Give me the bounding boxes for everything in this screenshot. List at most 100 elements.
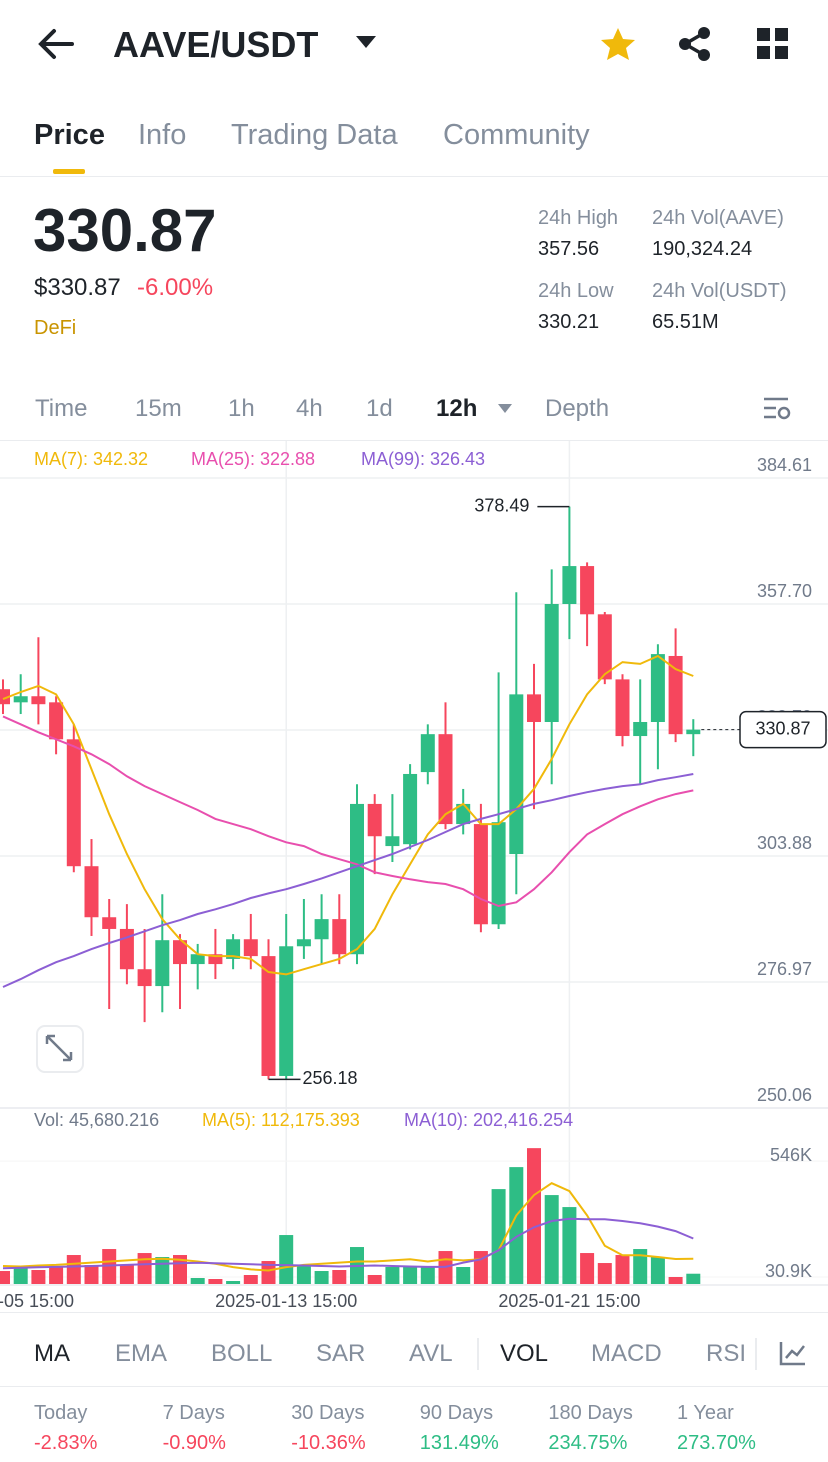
candle-body (580, 566, 595, 615)
indicator-settings[interactable] (779, 1340, 807, 1366)
y-tick-label: 30.9K (765, 1261, 812, 1281)
volume-bar (296, 1265, 311, 1284)
indicator[interactable]: BOLL (211, 1340, 273, 1367)
interval-active[interactable]: 12h (436, 395, 478, 422)
volume-ma-line (2, 1217, 694, 1270)
y-tick-label: 250.06 (757, 1085, 812, 1105)
stat-label: 24h Vol(AAVE) (652, 207, 784, 229)
y-tick-label: 546K (770, 1145, 812, 1165)
period-label: 7 Days (162, 1402, 225, 1424)
volume-bar (562, 1207, 577, 1284)
volume-bar (403, 1267, 418, 1284)
interval-dropdown[interactable] (498, 404, 512, 413)
candle-body (173, 940, 187, 965)
indicator[interactable]: AVL (409, 1340, 453, 1367)
interval[interactable]: Time (35, 395, 88, 422)
y-tick-label: 384.61 (757, 455, 812, 475)
candle-body (332, 919, 347, 955)
candle-body (473, 824, 488, 925)
tab-active[interactable]: Price (34, 119, 105, 151)
last-price: 330.87 (33, 197, 217, 264)
stat-value: 357.56 (538, 238, 600, 260)
candle-body (420, 734, 435, 773)
indicator[interactable]: RSI (706, 1340, 747, 1367)
interval[interactable]: 4h (296, 395, 323, 422)
volume-ma-legend: MA(10): 202,416.254 (404, 1110, 573, 1130)
indicator-active[interactable]: MA (34, 1340, 70, 1367)
usd-price: $330.87 (34, 274, 121, 301)
share-button[interactable] (677, 26, 713, 62)
interval[interactable]: Depth (545, 395, 610, 422)
candle-body (438, 734, 453, 825)
y-tick-label: 357.70 (757, 581, 812, 601)
candle-body (279, 946, 294, 1076)
period-label: 90 Days (419, 1402, 494, 1424)
period-change: -2.83% (34, 1432, 98, 1454)
expand-icon (45, 1034, 73, 1062)
favorite-star[interactable] (600, 26, 636, 62)
volume-bar (102, 1249, 117, 1284)
divider (0, 440, 828, 441)
volume-bar (527, 1148, 541, 1284)
ma-legend: MA(7): 342.32 (34, 449, 148, 469)
ma-line (2, 773, 694, 988)
volume-bar (633, 1249, 648, 1284)
tab[interactable]: Community (443, 119, 590, 151)
ma-legend: MA(25): 322.88 (191, 449, 315, 469)
high-label: 378.49 (474, 495, 529, 515)
tab[interactable]: Trading Data (231, 119, 398, 151)
volume-bar (261, 1261, 276, 1284)
tab-underline (53, 169, 85, 174)
candle-body (615, 679, 630, 737)
candle-body (491, 822, 506, 925)
volume-bar (226, 1281, 241, 1284)
category-tag[interactable]: DeFi (34, 317, 77, 339)
indicator[interactable]: SAR (316, 1340, 366, 1367)
period-change: 273.70% (677, 1432, 756, 1454)
volume-bar (420, 1267, 435, 1284)
volume-bar (0, 1271, 10, 1284)
candle-body (49, 702, 64, 740)
pair-dropdown[interactable] (356, 36, 376, 48)
candle-body (527, 694, 541, 722)
volume-bar (137, 1253, 152, 1284)
indicator[interactable]: MACD (591, 1340, 662, 1367)
interval[interactable]: 1d (366, 395, 393, 422)
x-tick-label: 2025-01-05 15:00 (0, 1291, 74, 1311)
indicator-active[interactable]: VOL (500, 1340, 549, 1367)
separator (477, 1338, 479, 1370)
interval[interactable]: 15m (135, 395, 182, 422)
stat-label: 24h Vol(USDT) (652, 280, 787, 302)
indicator[interactable]: EMA (115, 1340, 168, 1367)
y-tick-label: 276.97 (757, 959, 812, 979)
volume-bar (314, 1271, 329, 1284)
candle-body (261, 956, 276, 1076)
candle-body (650, 654, 665, 722)
candle-body (155, 940, 170, 987)
candle-body (509, 694, 524, 855)
volume-bar (243, 1275, 258, 1284)
period-change: 131.49% (419, 1432, 499, 1454)
price-change: -6.00% (137, 274, 214, 301)
interval[interactable]: 1h (228, 395, 255, 422)
divider (0, 1386, 828, 1387)
candle-body (296, 939, 311, 947)
pair-title[interactable]: AAVE/USDT (113, 24, 319, 65)
volume-bar (279, 1235, 294, 1284)
candle-body (686, 729, 701, 735)
candle-body (137, 969, 152, 987)
chart-settings[interactable] (762, 396, 792, 422)
tab[interactable]: Info (138, 119, 187, 151)
back-button[interactable] (36, 26, 76, 62)
candle-body (13, 696, 28, 703)
candle-body (403, 773, 418, 845)
divider (0, 176, 828, 177)
candle-body (226, 939, 241, 959)
period-change: -10.36% (291, 1432, 366, 1454)
volume-ma-line (2, 1182, 694, 1272)
candle-body (597, 614, 612, 680)
divider (0, 1312, 828, 1313)
menu-grid[interactable] (757, 28, 789, 60)
